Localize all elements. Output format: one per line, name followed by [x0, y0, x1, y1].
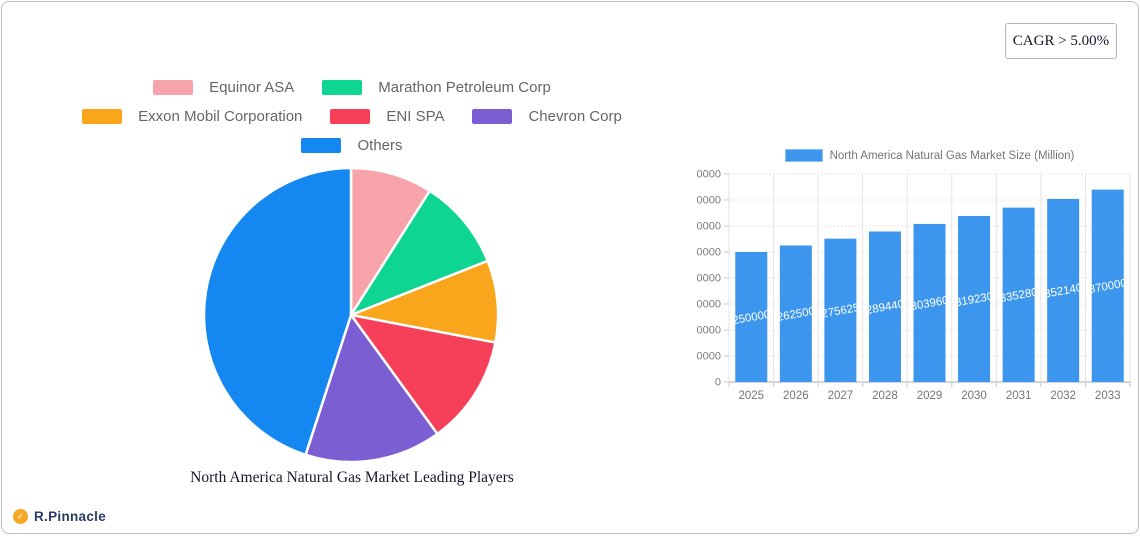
pie-slice-marathon-petroleum-corp[interactable]	[349, 189, 489, 317]
bar-legend-label: North America Natural Gas Market Size (M…	[829, 149, 1075, 162]
legend-item-equinor-asa[interactable]: Equinor ASA	[153, 79, 294, 96]
brand-logo-icon: ✓	[13, 509, 28, 524]
x-axis-label: 2031	[1006, 390, 1032, 402]
legend-label: Chevron Corp	[528, 108, 622, 125]
y-tick-label: 0	[715, 377, 721, 389]
legend-item-chevron-corp[interactable]: Chevron Corp	[472, 108, 622, 125]
pie-legend-row: Others	[301, 137, 403, 154]
pie-slice-eni-spa[interactable]	[349, 313, 497, 436]
y-tick-label: 200000	[697, 273, 721, 285]
legend-item-eni-spa[interactable]: ENI SPA	[330, 108, 444, 125]
pie-slice-exxon-mobil-corporation[interactable]	[349, 259, 500, 344]
bar-2026[interactable]	[779, 245, 812, 383]
legend-item-exxon-mobil-corporation[interactable]: Exxon Mobil Corporation	[82, 108, 302, 125]
bar-2030[interactable]	[958, 216, 991, 382]
bar-2027[interactable]	[824, 238, 857, 382]
legend-label: Equinor ASA	[209, 79, 295, 96]
pie-chart-section: Equinor ASA Marathon Petroleum Corp Exxon …	[2, 2, 702, 537]
legend-swatch	[330, 109, 371, 124]
bar-2025[interactable]	[735, 252, 768, 382]
pie-chart	[202, 166, 500, 464]
bar-legend-item[interactable]: North America Natural Gas Market Size (M…	[729, 149, 1130, 162]
legend-item-others[interactable]: Others	[301, 137, 403, 154]
x-axis-label: 2032	[1050, 390, 1076, 402]
pie-slice-chevron-corp[interactable]	[304, 313, 439, 464]
bar-chart-section: North America Natural Gas Market Size (M…	[697, 142, 1140, 412]
bar-2029[interactable]	[913, 223, 946, 382]
bar-2028[interactable]	[868, 231, 901, 382]
y-tick-label: 400000	[697, 169, 721, 181]
y-tick-label: 350000	[697, 195, 721, 207]
brand-logo-text: R.Pinnacle	[34, 509, 107, 524]
x-axis-label: 2029	[917, 390, 943, 402]
bar-chart: 0 50000 100000 150000 200000 250000 300000 3500…	[697, 169, 1131, 402]
x-axis-label: 2026	[783, 390, 809, 402]
brand-logo: ✓ R.Pinnacle	[13, 509, 106, 524]
legend-swatch	[153, 80, 194, 95]
bar-2033[interactable]	[1091, 189, 1124, 382]
y-tick-label: 50000	[697, 351, 721, 363]
x-axis-label: 2033	[1095, 390, 1121, 402]
pie-legend: Equinor ASA Marathon Petroleum Corp Exxon …	[2, 79, 702, 154]
legend-swatch	[301, 138, 342, 153]
bar-2031[interactable]	[1002, 207, 1035, 382]
legend-label: Others	[357, 137, 403, 154]
legend-swatch	[472, 109, 513, 124]
y-tick-label: 150000	[697, 299, 721, 311]
x-axis-label: 2025	[738, 390, 764, 402]
legend-swatch	[82, 109, 123, 124]
y-tick-label: 300000	[697, 221, 721, 233]
cagr-badge-label: CAGR > 5.00%	[1012, 32, 1110, 49]
legend-label: ENI SPA	[386, 108, 445, 125]
bar-legend-swatch	[784, 149, 823, 162]
legend-label: Marathon Petroleum Corp	[378, 79, 551, 96]
y-tick-label: 250000	[697, 247, 721, 259]
cagr-badge: CAGR > 5.00%	[1005, 23, 1117, 59]
x-axis-label: 2027	[828, 390, 854, 402]
pie-chart-title: North America Natural Gas Market Leading…	[190, 469, 514, 486]
pie-legend-row: Equinor ASA Marathon Petroleum Corp	[153, 79, 551, 96]
legend-swatch	[322, 80, 363, 95]
pie-slice-equinor-asa[interactable]	[349, 166, 432, 317]
legend-label: Exxon Mobil Corporation	[138, 108, 303, 125]
pie-legend-row: Exxon Mobil Corporation ENI SPA Chevron Co…	[82, 108, 622, 125]
x-axis-label: 2030	[961, 390, 987, 402]
y-tick-label: 100000	[697, 325, 721, 337]
legend-item-marathon-petroleum-corp[interactable]: Marathon Petroleum Corp	[322, 79, 551, 96]
bar-2032[interactable]	[1047, 198, 1080, 382]
x-axis-label: 2028	[872, 390, 898, 402]
pie-slice-others[interactable]	[202, 166, 353, 457]
